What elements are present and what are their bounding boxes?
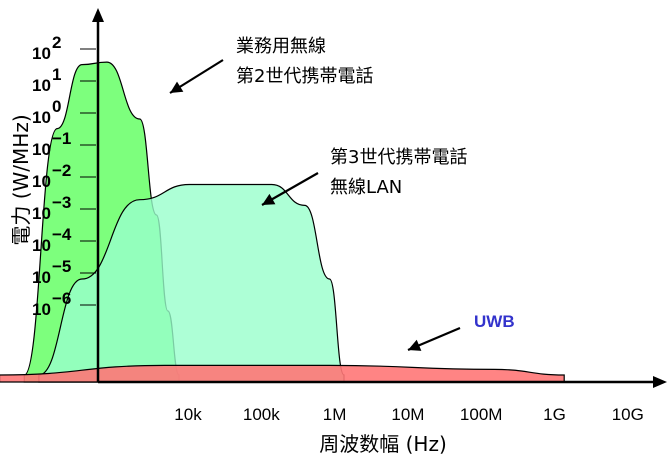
- y-tick-exp: −3: [52, 193, 71, 212]
- y-tick-exp: −4: [52, 225, 72, 244]
- y-tick-exp: 0: [52, 97, 61, 116]
- annotation-label: 無線LAN: [330, 177, 402, 198]
- annotation-label: UWB: [474, 312, 515, 331]
- y-tick-base: 10: [32, 44, 51, 63]
- y-tick-exp: −5: [52, 257, 71, 276]
- x-tick-label: 1G: [543, 405, 566, 424]
- y-tick-exp: −2: [52, 161, 71, 180]
- y-tick-base: 10: [32, 300, 51, 319]
- x-tick-label: 1M: [323, 405, 347, 424]
- x-tick-label: 10M: [391, 405, 424, 424]
- x-tick-label: 100M: [460, 405, 503, 424]
- annotation-arrowhead: [262, 193, 276, 205]
- y-tick-base: 10: [32, 76, 51, 95]
- y-tick-base: 10: [32, 204, 51, 223]
- y-axis-arrowhead: [92, 8, 104, 22]
- annotation-label: 第3世代携帯電話: [330, 147, 467, 168]
- y-tick-exp: −6: [52, 289, 71, 308]
- y-tick-exp: 2: [52, 33, 61, 52]
- y-axis-title: 電力 (W/MHz): [9, 114, 33, 245]
- y-tick-base: 10: [32, 108, 51, 127]
- y-tick-exp: −1: [52, 129, 71, 148]
- x-axis-arrowhead: [653, 376, 667, 388]
- x-tick-label: 10k: [174, 405, 202, 424]
- annotation-arrowhead: [170, 81, 184, 93]
- y-tick-base: 10: [32, 140, 51, 159]
- annotation-label: 第2世代携帯電話: [236, 66, 373, 87]
- series-area-2: [0, 364, 565, 383]
- y-tick-base: 10: [32, 268, 51, 287]
- series-area-1: [38, 183, 345, 383]
- x-tick-label: 10G: [612, 405, 644, 424]
- annotation-arrowhead: [408, 339, 422, 351]
- y-tick-base: 10: [32, 172, 51, 191]
- x-tick-label: 100k: [243, 405, 280, 424]
- y-tick-exp: 1: [52, 65, 61, 84]
- x-axis-title: 周波数幅 (Hz): [319, 432, 447, 456]
- y-tick-base: 10: [32, 236, 51, 255]
- annotation-label: 業務用無線: [236, 36, 326, 57]
